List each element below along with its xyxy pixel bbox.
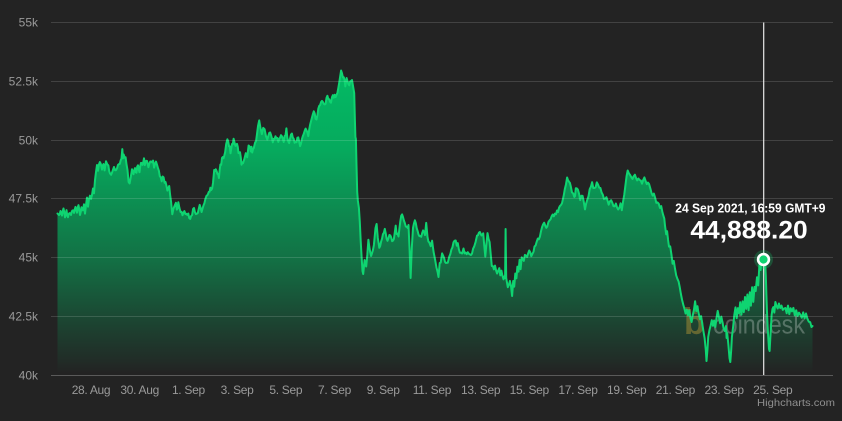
svg-text:47.5k: 47.5k xyxy=(9,192,39,206)
svg-text:45k: 45k xyxy=(19,251,39,265)
svg-text:1. Sep: 1. Sep xyxy=(172,383,206,397)
svg-text:17. Sep: 17. Sep xyxy=(558,383,598,397)
svg-text:25. Sep: 25. Sep xyxy=(753,383,793,397)
svg-text:13. Sep: 13. Sep xyxy=(461,383,501,397)
svg-text:24 Sep 2021, 16:59 GMT+9: 24 Sep 2021, 16:59 GMT+9 xyxy=(675,202,825,216)
svg-text:42.5k: 42.5k xyxy=(9,310,39,324)
svg-text:5. Sep: 5. Sep xyxy=(269,383,303,397)
svg-text:55k: 55k xyxy=(19,16,39,30)
svg-text:9. Sep: 9. Sep xyxy=(367,383,401,397)
svg-text:19. Sep: 19. Sep xyxy=(607,383,647,397)
svg-text:52.5k: 52.5k xyxy=(9,75,39,89)
svg-text:40k: 40k xyxy=(19,369,39,383)
svg-text:11. Sep: 11. Sep xyxy=(413,383,452,397)
svg-text:44,888.20: 44,888.20 xyxy=(690,217,807,245)
svg-text:50k: 50k xyxy=(19,134,39,148)
svg-text:15. Sep: 15. Sep xyxy=(510,383,550,397)
svg-text:21. Sep: 21. Sep xyxy=(656,383,696,397)
svg-text:30. Aug: 30. Aug xyxy=(120,383,159,397)
svg-text:3. Sep: 3. Sep xyxy=(221,383,255,397)
svg-text:Highcharts.com: Highcharts.com xyxy=(757,397,835,409)
svg-text:28. Aug: 28. Aug xyxy=(72,383,111,397)
svg-text:23. Sep: 23. Sep xyxy=(704,383,744,397)
svg-text:7. Sep: 7. Sep xyxy=(318,383,352,397)
